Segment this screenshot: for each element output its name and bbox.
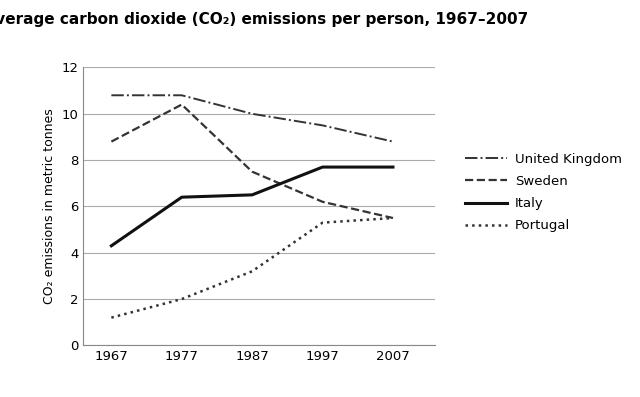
Portugal: [108, 315, 115, 320]
Sweden: [248, 169, 256, 174]
Sweden: [319, 199, 326, 204]
Italy: [319, 165, 326, 170]
Y-axis label: CO₂ emissions in metric tonnes: CO₂ emissions in metric tonnes: [43, 108, 56, 304]
United Kingdom: [319, 123, 326, 128]
Italy: [389, 165, 397, 170]
Italy: [108, 243, 115, 248]
Line: United Kingdom: United Kingdom: [111, 95, 393, 142]
Legend: United Kingdom, Sweden, Italy, Portugal: United Kingdom, Sweden, Italy, Portugal: [460, 147, 627, 238]
Line: Sweden: Sweden: [111, 104, 393, 218]
United Kingdom: [178, 93, 186, 98]
Portugal: [389, 216, 397, 220]
Italy: [248, 193, 256, 197]
Sweden: [178, 102, 186, 107]
Portugal: [319, 220, 326, 225]
Line: Italy: Italy: [111, 167, 393, 246]
United Kingdom: [108, 93, 115, 98]
Sweden: [389, 216, 397, 220]
Sweden: [108, 139, 115, 144]
Text: Average carbon dioxide (CO₂) emissions per person, 1967–2007: Average carbon dioxide (CO₂) emissions p…: [0, 12, 528, 27]
United Kingdom: [248, 112, 256, 116]
Portugal: [178, 297, 186, 301]
Line: Portugal: Portugal: [111, 218, 393, 318]
Portugal: [248, 269, 256, 274]
United Kingdom: [389, 139, 397, 144]
Italy: [178, 195, 186, 200]
